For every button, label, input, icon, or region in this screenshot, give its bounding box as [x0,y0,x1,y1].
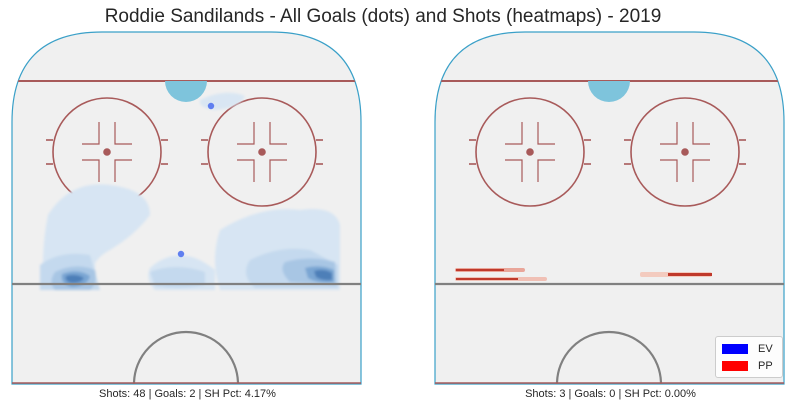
right-panel-caption: Shots: 3 | Goals: 0 | SH Pct: 0.00% [525,388,696,400]
ev-goal-dot [177,250,185,258]
faceoff-circle-right-2 [624,97,746,207]
rink-left-goal-crease [165,81,207,102]
legend-swatch-pp [722,361,748,371]
ev-goal-dot [207,102,215,110]
legend-item-ev: EV [722,342,773,356]
rink-right [434,31,785,385]
legend-swatch-ev [722,344,748,354]
faceoff-circle-right-1 [469,97,591,207]
legend-label-ev: EV [758,343,773,355]
rink-right-boards [434,31,785,385]
legend-label-pp: PP [758,360,773,372]
faceoff-circle-left-1 [46,97,168,207]
rink-right-goal-crease [588,81,630,102]
rink-left-center-circle [132,330,240,384]
ev-shot-heatmap [40,92,340,290]
pp-shot-heatmap [455,268,712,281]
rink-right-center-circle [555,330,663,384]
legend-item-pp: PP [722,359,773,373]
chart-title: Roddie Sandilands - All Goals (dots) and… [104,6,662,27]
legend: EV PP [715,336,783,378]
faceoff-circle-left-2 [201,97,323,207]
rink-left [11,31,362,385]
left-panel-caption: Shots: 48 | Goals: 2 | SH Pct: 4.17% [99,388,276,400]
rink-left-boards [11,31,362,385]
